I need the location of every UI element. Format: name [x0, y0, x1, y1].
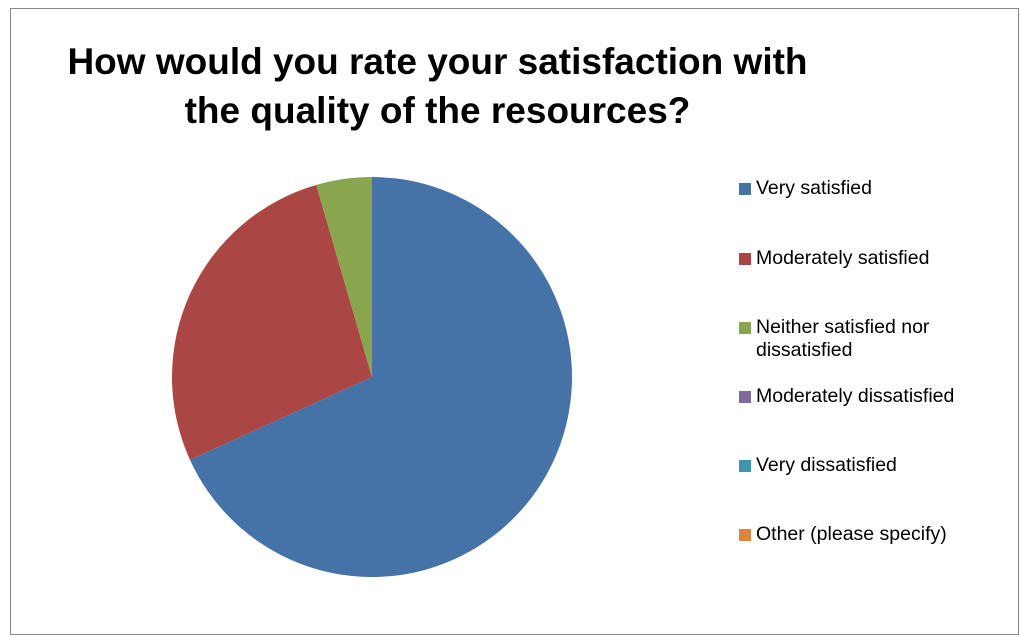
chart-title-line-2: the quality of the resources? [184, 90, 691, 131]
legend-item-very-dissatisfied: Very dissatisfied [739, 454, 1009, 477]
legend-item-very-satisfied: Very satisfied [739, 177, 1009, 200]
legend-label: Moderately dissatisfied [756, 385, 955, 407]
legend-swatch [739, 183, 751, 195]
legend-label: Very satisfied [756, 177, 872, 199]
legend-swatch [739, 529, 751, 541]
legend-label: dissatisfied [756, 339, 853, 361]
pie-slice-neither-satisfied-nor-dissatisfied [316, 177, 372, 377]
pie-slice-moderately-satisfied [171, 184, 372, 460]
legend-swatch [739, 322, 751, 334]
legend-label: Neither satisfied nor [756, 316, 930, 338]
pie-slice-very-satisfied [189, 177, 572, 577]
legend-label: Other (please specify) [756, 523, 947, 545]
legend-item-other-please-specify: Other (please specify) [739, 523, 1009, 546]
legend-item-neither-satisfied-nor-dissatisfied: Neither satisfied nor dissatisfied [739, 316, 1009, 362]
legend-swatch [739, 253, 751, 265]
chart-title: How would you rate your satisfaction wit… [0, 37, 875, 135]
pie-slices [171, 177, 572, 577]
legend-label: Moderately satisfied [756, 247, 930, 269]
legend-item-moderately-dissatisfied: Moderately dissatisfied [739, 385, 1009, 408]
legend-item-moderately-satisfied: Moderately satisfied [739, 247, 1009, 270]
legend-swatch [739, 391, 751, 403]
legend-label: Very dissatisfied [756, 454, 897, 476]
legend-swatch [739, 460, 751, 472]
chart-title-line-1: How would you rate your satisfaction wit… [67, 41, 808, 82]
